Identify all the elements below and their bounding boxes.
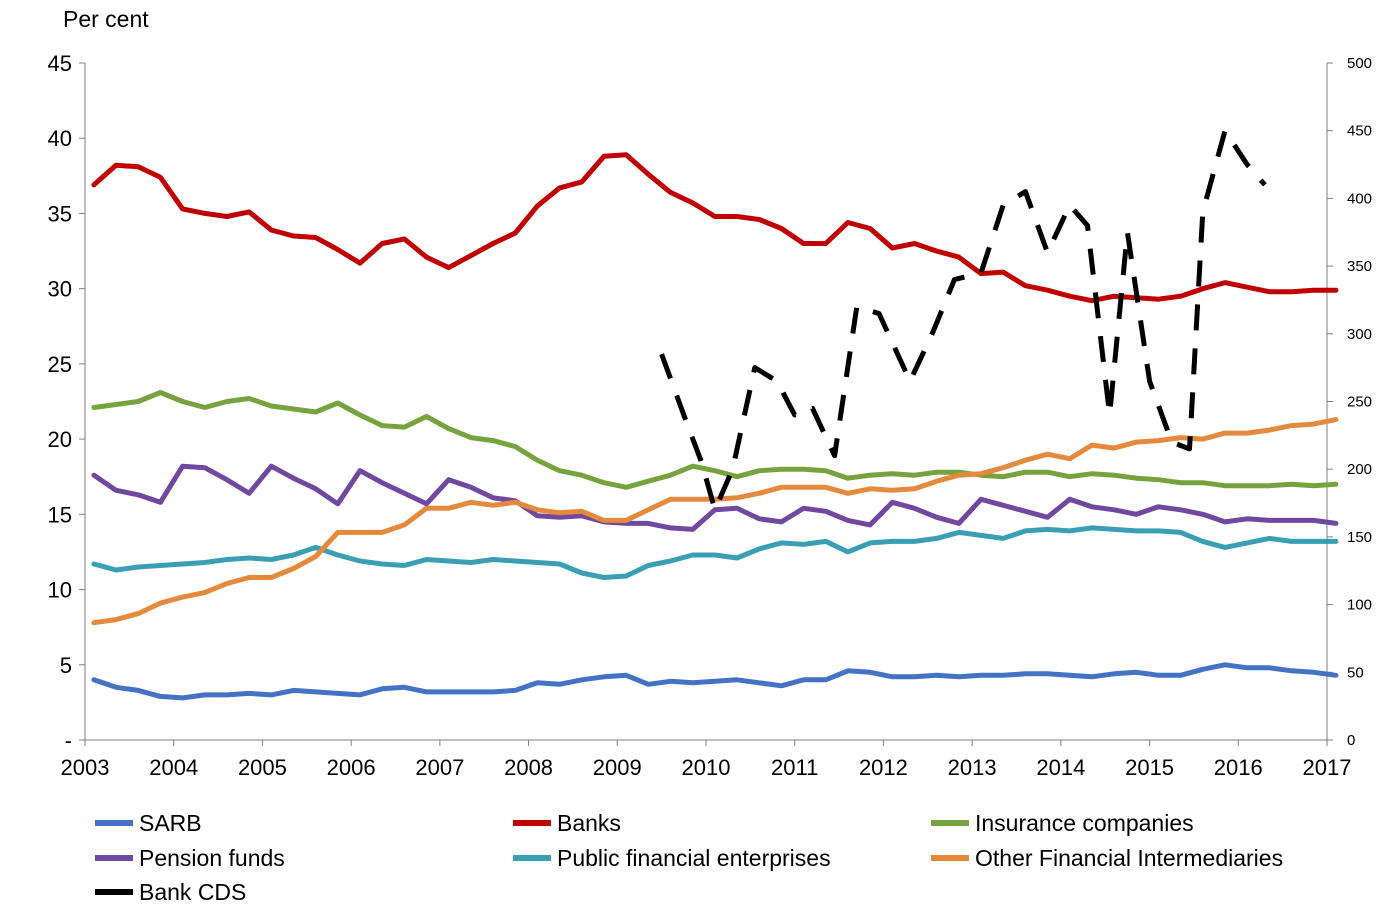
y-tick-label: 15: [48, 502, 72, 527]
y-tick-label: -: [65, 728, 72, 753]
y2-tick-label: 150: [1347, 529, 1372, 546]
y2-tick-label: 100: [1347, 597, 1372, 614]
series-lines: [91, 128, 1339, 701]
y-tick-label: 5: [60, 653, 72, 678]
legend-label-insurance-companies: Insurance companies: [975, 810, 1194, 836]
legend-label-other-financial-intermediaries: Other Financial Intermediaries: [975, 845, 1283, 871]
y-axis-ticks: - 5 10 15 20 25 30 35 40 45: [48, 51, 85, 753]
legend-label-sarb: SARB: [139, 810, 202, 836]
x-tick-label: 2010: [682, 755, 731, 780]
series-line-bank-cds: [659, 128, 1267, 513]
series-line-other-financial-intermediaries: [91, 417, 1339, 626]
y2-tick-label: 500: [1347, 55, 1372, 72]
axes: [84, 63, 1328, 741]
x-tick-label: 2015: [1125, 755, 1174, 780]
y2-tick-label: 50: [1347, 664, 1364, 681]
series-line-sarb: [91, 662, 1339, 701]
x-tick-label: 2007: [415, 755, 464, 780]
x-tick-label: 2003: [61, 755, 110, 780]
x-tick-label: 2006: [327, 755, 376, 780]
y-tick-label: 30: [48, 277, 72, 302]
series-line-insurance-companies: [91, 390, 1339, 490]
y-axis-unit-label: Per cent: [63, 6, 149, 32]
x-tick-label: 2012: [859, 755, 908, 780]
y2-tick-label: 0: [1347, 732, 1355, 749]
y2-tick-label: 400: [1347, 190, 1372, 207]
y-tick-label: 45: [48, 51, 72, 76]
legend-label-public-financial-enterprises: Public financial enterprises: [557, 845, 831, 871]
x-tick-label: 2017: [1303, 755, 1352, 780]
x-tick-label: 2014: [1036, 755, 1085, 780]
y2-tick-label: 350: [1347, 258, 1372, 275]
legend-label-pension-funds: Pension funds: [139, 845, 285, 871]
y2-axis-ticks: 0 50 100 150 200 250 300 350 400 450 500: [1327, 55, 1372, 749]
y2-tick-label: 250: [1347, 394, 1372, 411]
legend: SARB Banks Insurance companies Pension fund…: [95, 810, 1283, 905]
series-line-banks: [91, 152, 1339, 304]
y-tick-label: 20: [48, 427, 72, 452]
y-tick-label: 35: [48, 201, 72, 226]
y2-tick-label: 200: [1347, 461, 1372, 478]
y2-tick-label: 450: [1347, 123, 1372, 140]
x-tick-label: 2004: [149, 755, 198, 780]
series-line-public-financial-enterprises: [91, 525, 1339, 580]
x-axis-ticks: 2003 2004 2005 2006 2007 2008 2009 2010 2011 2012…: [61, 740, 1352, 780]
x-tick-label: 2013: [948, 755, 997, 780]
y-tick-label: 40: [48, 126, 72, 151]
x-tick-label: 2011: [771, 755, 818, 780]
legend-label-bank-cds: Bank CDS: [139, 879, 246, 905]
x-tick-label: 2005: [238, 755, 287, 780]
y-tick-label: 25: [48, 352, 72, 377]
x-tick-label: 2008: [504, 755, 553, 780]
y2-tick-label: 300: [1347, 326, 1372, 343]
x-tick-label: 2016: [1214, 755, 1263, 780]
legend-label-banks: Banks: [557, 810, 621, 836]
x-tick-label: 2009: [593, 755, 642, 780]
y-tick-label: 10: [48, 578, 72, 603]
series-line-pension-funds: [91, 463, 1339, 532]
